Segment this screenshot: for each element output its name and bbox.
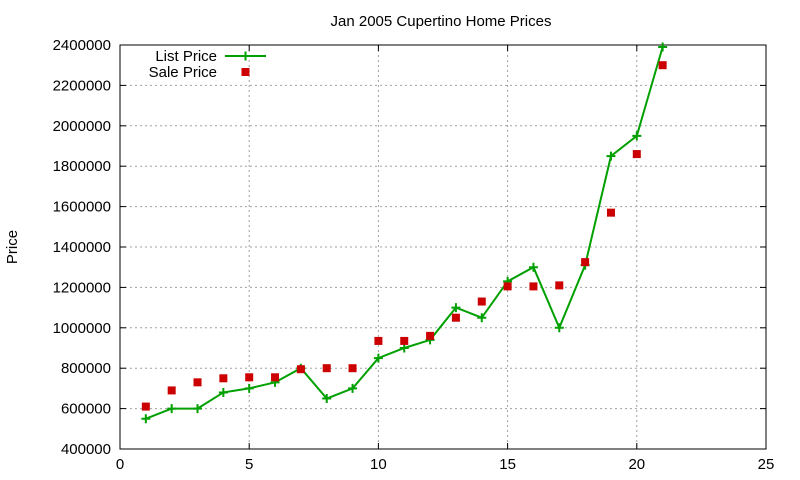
list-price-point [218, 387, 228, 397]
sale-price-point [529, 282, 538, 291]
y-tick-label: 1800000 [53, 158, 111, 175]
sale-price-point [322, 364, 331, 373]
sale-price-point [477, 297, 486, 306]
list-price-point [193, 404, 203, 414]
sale-price-point [167, 386, 176, 395]
list-price-point [141, 414, 151, 424]
sale-price-point [271, 373, 280, 382]
sale-price-point [658, 61, 667, 70]
list-price-point [658, 42, 668, 52]
list-price-point [244, 383, 254, 393]
list-price-line [145, 46, 664, 420]
sale-price-point [374, 336, 383, 345]
y-tick-label: 2200000 [53, 77, 111, 94]
y-tick-label: 1000000 [53, 320, 111, 337]
legend-label: Sale Price [149, 64, 217, 81]
y-tick-label: 400000 [61, 441, 111, 458]
sale-price-point [141, 402, 150, 411]
series-sale-price [141, 61, 667, 411]
x-tick-label: 20 [628, 456, 645, 473]
list-price-point [322, 394, 332, 403]
list-price-point [348, 383, 358, 393]
list-price-point [373, 353, 383, 363]
sale-price-point [632, 150, 641, 159]
y-axis-label: Price [4, 230, 21, 264]
x-tick-label: 25 [758, 456, 775, 473]
list-price-point [632, 131, 642, 141]
list-price-point [554, 323, 564, 333]
tick-labels: 0 5 10 15 20 25 400000 600000 800000 1000000 12000… [53, 37, 775, 473]
sale-price-point [606, 208, 615, 217]
x-tick-label: 0 [116, 456, 124, 473]
list-price-point [528, 262, 538, 272]
sale-price-point [581, 258, 590, 267]
sale-price-point [296, 365, 305, 374]
chart-title: Jan 2005 Cupertino Home Prices [331, 13, 552, 30]
axes [119, 44, 767, 450]
sale-price-point [348, 364, 357, 373]
x-tick-label: 15 [499, 456, 516, 473]
y-tick-label: 1400000 [53, 239, 111, 256]
y-tick-label: 1600000 [53, 199, 111, 216]
data-series [141, 42, 668, 424]
list-price-point [167, 404, 177, 414]
sale-price-point [193, 378, 202, 387]
list-price-point [606, 151, 616, 161]
sale-price-point [400, 336, 409, 345]
y-tick-label: 600000 [61, 401, 111, 418]
sale-price-point [503, 282, 512, 291]
x-tick-label: 5 [245, 456, 253, 473]
sale-price-point [555, 281, 564, 290]
list-price-point [399, 343, 409, 353]
sale-price-point [451, 313, 460, 322]
y-tick-label: 1200000 [53, 279, 111, 296]
sale-price-point [426, 331, 435, 340]
legend-label: List Price [155, 48, 217, 65]
legend-marker-plus [241, 51, 250, 61]
list-price-point [477, 313, 487, 323]
list-price-point [451, 303, 461, 313]
legend-marker-square [241, 68, 250, 76]
y-tick-label: 2400000 [53, 37, 111, 54]
sale-price-point [245, 373, 254, 382]
grid-lines [120, 45, 766, 449]
x-tick-label: 10 [370, 456, 387, 473]
sale-price-point [219, 374, 228, 383]
y-tick-label: 800000 [61, 360, 111, 377]
y-tick-label: 2000000 [53, 118, 111, 135]
series-list-price [141, 42, 668, 424]
